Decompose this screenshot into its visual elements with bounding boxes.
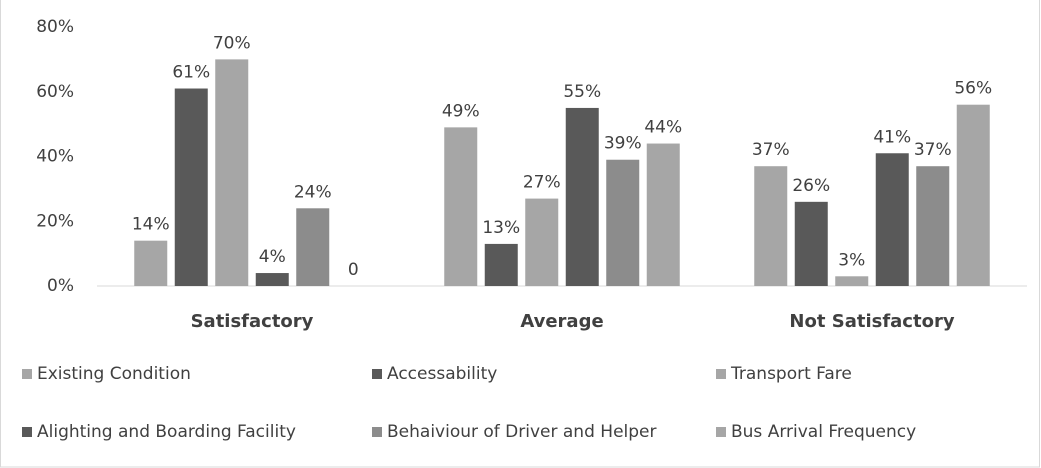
data-label: 56%: [954, 79, 992, 99]
data-label: 26%: [792, 176, 830, 196]
bar: [956, 104, 990, 286]
y-tick-label: 60%: [36, 82, 74, 102]
data-label: 61%: [172, 63, 210, 83]
bar: [444, 127, 478, 286]
bar: [565, 107, 599, 286]
bar: [916, 166, 950, 286]
y-tick-label: 40%: [36, 147, 74, 167]
legend-swatch: [22, 369, 32, 379]
bar: [606, 159, 640, 286]
legend-swatch: [716, 369, 726, 379]
data-label: 14%: [132, 215, 170, 235]
legend-swatch: [22, 427, 32, 437]
legend-label: Behaiviour of Driver and Helper: [387, 422, 657, 442]
data-label: 27%: [523, 173, 561, 193]
legend-label: Existing Condition: [37, 364, 191, 384]
bar: [754, 166, 788, 286]
data-label: 44%: [644, 118, 682, 138]
bar: [835, 276, 869, 286]
x-tick-label: Not Satisfactory: [789, 311, 954, 332]
bar: [215, 59, 249, 286]
data-label: 37%: [752, 140, 790, 160]
bar: [794, 201, 828, 286]
bar: [875, 153, 909, 286]
bar: [646, 143, 680, 286]
data-label: 4%: [259, 247, 286, 267]
y-tick-label: 0%: [47, 276, 74, 296]
legend-swatch: [372, 427, 382, 437]
legend-swatch: [716, 427, 726, 437]
bar: [525, 198, 559, 286]
bar: [296, 208, 330, 286]
legend-label: Bus Arrival Frequency: [731, 422, 916, 442]
data-label: 41%: [873, 127, 911, 147]
data-label: 70%: [213, 33, 251, 53]
bar: [174, 88, 208, 286]
data-label: 3%: [838, 250, 865, 270]
legend-swatch: [372, 369, 382, 379]
data-label: 0: [348, 260, 359, 280]
y-tick-label: 80%: [36, 17, 74, 37]
bar: [134, 240, 168, 286]
data-label: 49%: [442, 101, 480, 121]
legend-label: Accessability: [387, 364, 497, 384]
bar: [484, 243, 518, 286]
legend-label: Transport Fare: [730, 364, 852, 384]
data-label: 39%: [604, 134, 642, 154]
bar: [255, 273, 289, 286]
data-label: 24%: [294, 182, 332, 202]
legend-label: Alighting and Boarding Facility: [37, 422, 296, 442]
y-tick-label: 20%: [36, 211, 74, 231]
x-tick-label: Satisfactory: [191, 311, 314, 332]
data-label: 55%: [563, 82, 601, 102]
x-tick-label: Average: [520, 311, 603, 332]
data-label: 13%: [482, 218, 520, 238]
data-label: 37%: [914, 140, 952, 160]
